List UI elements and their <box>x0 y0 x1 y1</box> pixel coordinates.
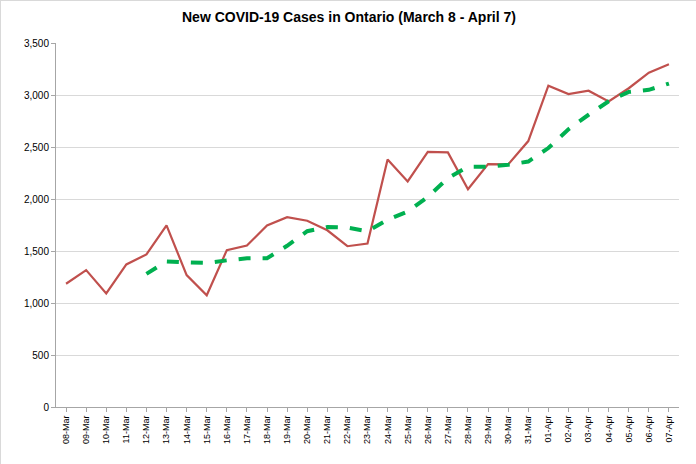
svg-text:10-Mar: 10-Mar <box>101 416 111 445</box>
svg-text:28-Mar: 28-Mar <box>463 416 473 445</box>
svg-text:11-Mar: 11-Mar <box>121 416 131 444</box>
svg-text:27-Mar: 27-Mar <box>443 416 453 445</box>
svg-text:2,000: 2,000 <box>24 194 49 205</box>
svg-text:22-Mar: 22-Mar <box>342 416 352 445</box>
svg-text:15-Mar: 15-Mar <box>202 416 212 445</box>
svg-text:02-Apr: 02-Apr <box>563 416 573 443</box>
svg-text:1,500: 1,500 <box>24 246 49 257</box>
svg-text:13-Mar: 13-Mar <box>161 416 171 445</box>
svg-text:2,500: 2,500 <box>24 142 49 153</box>
svg-text:3,000: 3,000 <box>24 90 49 101</box>
svg-text:03-Apr: 03-Apr <box>583 416 593 443</box>
svg-text:26-Mar: 26-Mar <box>423 416 433 445</box>
svg-text:3,500: 3,500 <box>24 38 49 49</box>
svg-text:31-Mar: 31-Mar <box>523 416 533 445</box>
svg-text:01-Apr: 01-Apr <box>543 416 553 443</box>
svg-text:16-Mar: 16-Mar <box>222 416 232 445</box>
svg-text:24-Mar: 24-Mar <box>383 416 393 445</box>
svg-text:05-Apr: 05-Apr <box>624 416 634 443</box>
svg-text:500: 500 <box>32 350 49 361</box>
svg-text:23-Mar: 23-Mar <box>362 416 372 445</box>
svg-text:04-Apr: 04-Apr <box>604 416 614 443</box>
svg-text:20-Mar: 20-Mar <box>302 416 312 445</box>
svg-text:29-Mar: 29-Mar <box>483 416 493 445</box>
svg-text:1,000: 1,000 <box>24 298 49 309</box>
svg-text:0: 0 <box>43 402 49 413</box>
svg-text:30-Mar: 30-Mar <box>503 416 513 445</box>
svg-text:17-Mar: 17-Mar <box>242 416 252 445</box>
svg-text:18-Mar: 18-Mar <box>262 416 272 445</box>
svg-text:06-Apr: 06-Apr <box>644 416 654 443</box>
svg-text:21-Mar: 21-Mar <box>322 416 332 445</box>
svg-text:19-Mar: 19-Mar <box>282 416 292 445</box>
svg-text:New COVID-19 Cases in Ontario: New COVID-19 Cases in Ontario (March 8 -… <box>182 9 516 25</box>
svg-text:07-Apr: 07-Apr <box>664 416 674 443</box>
svg-text:25-Mar: 25-Mar <box>403 416 413 445</box>
svg-text:09-Mar: 09-Mar <box>81 416 91 445</box>
svg-text:08-Mar: 08-Mar <box>61 416 71 445</box>
svg-text:12-Mar: 12-Mar <box>141 416 151 445</box>
svg-text:14-Mar: 14-Mar <box>182 416 192 445</box>
